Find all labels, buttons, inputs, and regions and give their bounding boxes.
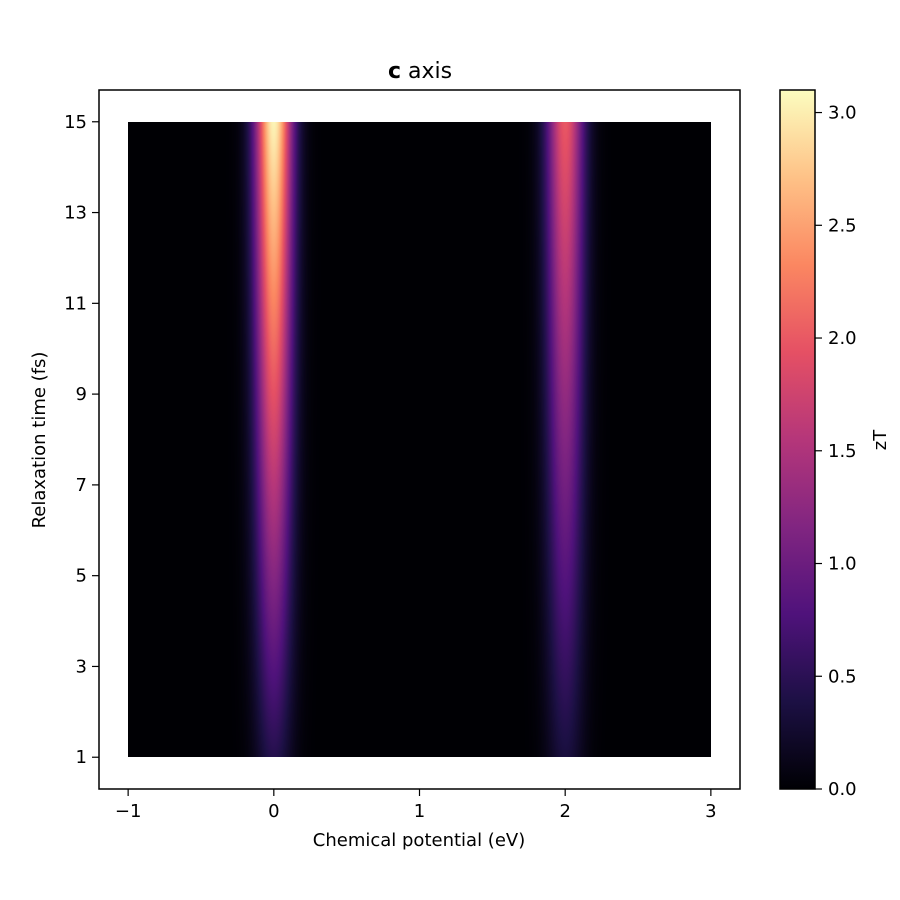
y-tick-label: 1 [76, 747, 87, 768]
x-tick-label: 0 [268, 801, 279, 822]
colorbar: 0.0 0.5 1.0 1.5 2.0 2.5 3.0 zT [779, 89, 891, 800]
y-axis-label: Relaxation time (fs) [29, 352, 50, 529]
y-tick-label: 3 [76, 656, 87, 677]
y-tick-label: 5 [76, 566, 87, 587]
colorbar-tick-label: 2.0 [828, 328, 857, 349]
colorbar-gradient [779, 89, 816, 790]
y-tick-label: 7 [76, 475, 87, 496]
y-tick-label: 9 [76, 384, 87, 405]
x-tick-label: 3 [705, 801, 716, 822]
x-axis-label: Chemical potential (eV) [313, 830, 525, 851]
x-ticks: −1 0 1 2 3 [115, 789, 717, 822]
colorbar-tick-label: 3.0 [828, 103, 857, 124]
colorbar-tick-label: 1.0 [828, 554, 857, 575]
y-tick-label: 11 [64, 293, 87, 314]
colorbar-label: zT [870, 429, 891, 450]
x-tick-label: 2 [559, 801, 570, 822]
heatmap-image [128, 122, 711, 757]
y-tick-label: 15 [64, 112, 87, 133]
chart-title: c axis [388, 59, 452, 84]
colorbar-tick-label: 2.5 [828, 215, 857, 236]
colorbar-tick-label: 1.5 [828, 441, 857, 462]
x-tick-label: 1 [414, 801, 425, 822]
chart-title-rest: axis [401, 59, 452, 84]
colorbar-ticks: 0.0 0.5 1.0 1.5 2.0 2.5 3.0 [815, 103, 857, 800]
colorbar-tick-label: 0.0 [828, 779, 857, 800]
x-tick-label: −1 [115, 801, 142, 822]
chart-title-bold: c [388, 59, 401, 84]
colorbar-tick-label: 0.5 [828, 666, 857, 687]
y-tick-label: 13 [64, 203, 87, 224]
